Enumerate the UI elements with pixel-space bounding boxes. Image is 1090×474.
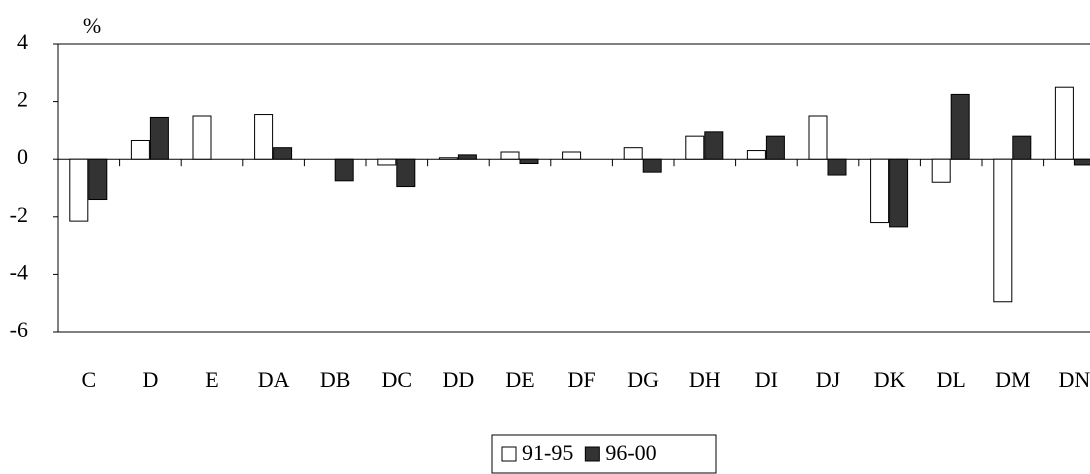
- bar: [765, 135, 785, 160]
- x-tick-label: DL: [937, 367, 966, 392]
- bar: [642, 158, 662, 173]
- legend-swatch: [584, 446, 600, 462]
- bar: [1073, 158, 1090, 166]
- bar: [1012, 135, 1032, 160]
- x-tick-label: D: [142, 367, 158, 392]
- x-tick-label: DI: [755, 367, 778, 392]
- bar: [457, 154, 477, 160]
- x-tick-label: DJ: [816, 367, 841, 392]
- bar: [519, 158, 539, 165]
- y-tick-label: 4: [17, 29, 28, 54]
- x-tick-label: DE: [505, 367, 534, 392]
- bar: [808, 115, 828, 160]
- bar: [273, 147, 293, 160]
- x-tick-label: DG: [627, 367, 659, 392]
- x-tick-label: DF: [568, 367, 596, 392]
- bar: [562, 151, 582, 160]
- bar: [69, 158, 89, 222]
- y-tick-label: -6: [10, 317, 28, 342]
- x-tick-label: DN: [1059, 367, 1090, 392]
- bar: [950, 93, 970, 160]
- y-tick-label: -2: [10, 202, 28, 227]
- bar: [1054, 86, 1074, 160]
- bar: [993, 158, 1013, 303]
- bar: [500, 151, 520, 160]
- x-tick-label: DD: [443, 367, 475, 392]
- bar: [438, 157, 458, 160]
- bar: [377, 158, 397, 166]
- x-tick-label: DB: [320, 367, 351, 392]
- legend-label: 91-95: [522, 440, 573, 465]
- legend-label: 96-00: [605, 440, 656, 465]
- bar: [931, 158, 951, 183]
- bar: [827, 158, 847, 176]
- x-tick-label: C: [81, 367, 96, 392]
- y-tick-label: -4: [10, 259, 28, 284]
- bar: [254, 114, 274, 160]
- x-tick-label: DC: [382, 367, 413, 392]
- bar: [334, 158, 354, 182]
- x-tick-label: E: [205, 367, 218, 392]
- legend-box: [491, 434, 717, 474]
- bar: [130, 139, 150, 160]
- y-tick-label: 0: [17, 144, 28, 169]
- bar: [704, 131, 724, 160]
- legend-swatch: [501, 446, 517, 462]
- bar: [88, 158, 108, 201]
- bar: [396, 158, 416, 188]
- bar: [149, 116, 169, 160]
- y-axis-unit: %: [83, 13, 101, 38]
- bar: [746, 150, 766, 160]
- y-tick-label: 2: [17, 87, 28, 112]
- bar: [192, 115, 212, 160]
- x-tick-label: DH: [689, 367, 721, 392]
- bar: [870, 158, 890, 224]
- x-tick-label: DK: [874, 367, 906, 392]
- bar: [623, 147, 643, 160]
- x-tick-label: DM: [995, 367, 1030, 392]
- x-tick-label: DA: [258, 367, 290, 392]
- bar: [889, 158, 909, 228]
- bar: [685, 135, 705, 160]
